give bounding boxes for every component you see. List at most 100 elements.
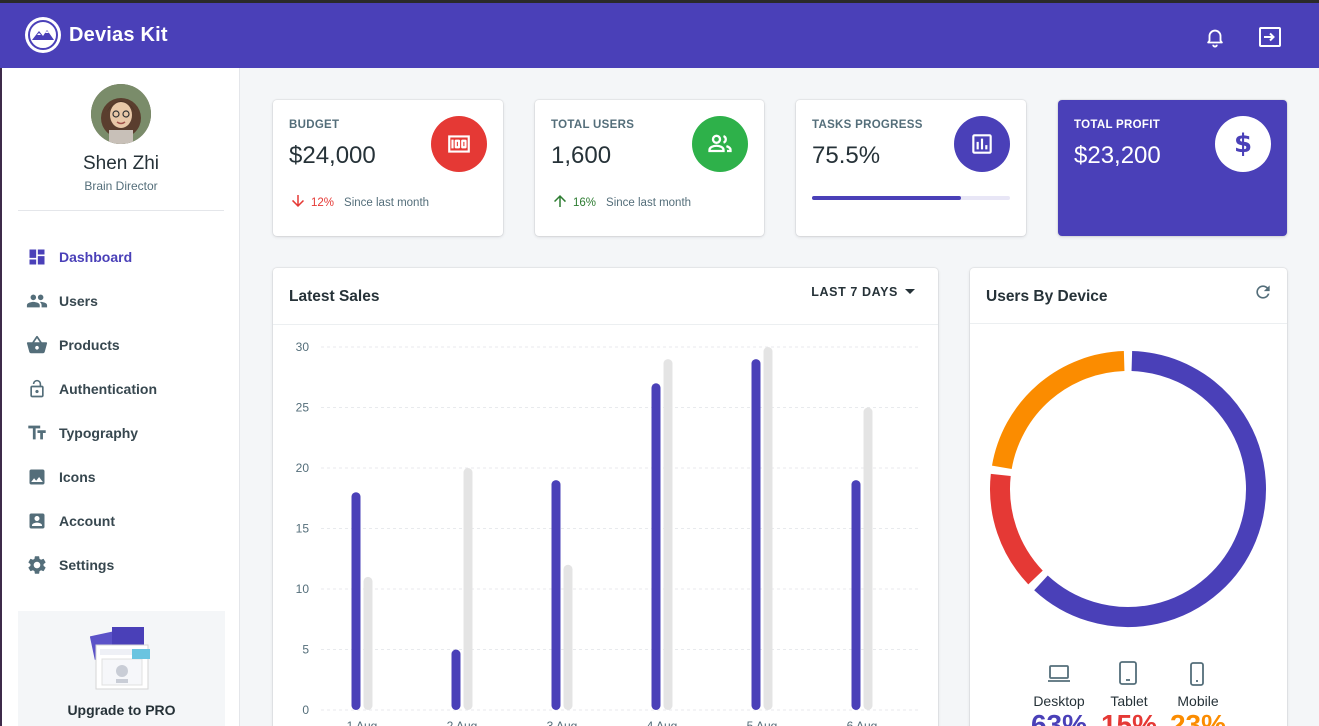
x-tick-label: 3 Aug [547,719,578,726]
basket-icon [26,334,48,356]
sidebar-item-label: Icons [59,469,96,485]
sidebar-item-users[interactable]: Users [26,289,98,313]
arrow-down-icon [289,192,307,213]
latest-sales-title: Latest Sales [289,288,380,305]
sidebar-item-label: Dashboard [59,249,133,265]
refresh-icon[interactable] [1253,282,1273,302]
sidebar-item-label: Authentication [59,381,157,397]
y-tick-label: 15 [296,522,310,536]
donut-slice-tablet[interactable] [990,473,1043,585]
total-profit-value: $23,200 [1074,142,1161,169]
legend-tablet-label: Tablet [1110,693,1148,709]
x-tick-label: 1 Aug [347,719,378,726]
total-users-card: TOTAL USERS 1,600 16% Since last month [535,100,764,236]
mobile-icon [1189,662,1205,686]
total-users-delta-pct: 16% [573,196,597,209]
people-outline-icon [692,116,748,172]
bar-this-year[interactable] [751,359,761,710]
sidebar-item-authentication[interactable]: Authentication [26,377,157,401]
legend-tablet-pct: 15% [1100,709,1158,726]
sidebar-item-label: Settings [59,557,115,573]
budget-title: BUDGET [289,119,340,131]
sidebar-item-settings[interactable]: Settings [26,553,114,577]
total-profit-card: TOTAL PROFIT $23,200 $ [1058,100,1287,236]
upgrade-pro-panel: Upgrade to PRO [18,611,225,726]
tasks-progress-value: 75.5% [812,142,881,169]
bar-last-year[interactable] [663,359,673,710]
y-tick-label: 0 [302,703,309,717]
bell-icon[interactable] [1203,25,1227,49]
y-tick-label: 5 [302,643,309,657]
bar-last-year[interactable] [863,407,873,711]
image-icon [26,466,48,488]
logo-icon[interactable] [25,17,61,53]
total-users-delta-caption: Since last month [606,196,692,209]
budget-card: BUDGET $24,000 12% Since last month [273,100,503,236]
user-role: Brain Director [84,179,158,193]
sidebar-item-icons[interactable]: Icons [26,465,96,489]
y-tick-label: 10 [296,582,310,596]
sidebar-item-label: Account [59,513,115,529]
y-tick-label: 25 [296,401,310,415]
bar-last-year[interactable] [363,576,373,710]
bar-this-year[interactable] [351,492,361,710]
total-users-delta: 16% Since last month [551,192,691,213]
people-icon [26,290,48,312]
user-name: Shen Zhi [82,153,160,174]
donut-slice-mobile[interactable] [991,351,1125,470]
total-profit-title: TOTAL PROFIT [1074,119,1161,131]
lock-icon [26,378,48,400]
total-users-title: TOTAL USERS [551,119,635,131]
legend-mobile-pct: 23% [1169,709,1227,726]
users-by-device-header: Users By Device [970,268,1287,324]
sidebar-item-typography[interactable]: Typography [26,421,138,445]
x-tick-label: 6 Aug [847,719,878,726]
top-app-bar: Devias Kit [0,0,1319,68]
legend-mobile-label: Mobile [1177,693,1219,709]
bar-this-year[interactable] [551,480,561,710]
donut-slice-desktop[interactable] [1034,351,1266,627]
caret-down-icon [904,288,916,296]
money-icon [431,116,487,172]
bar-this-year[interactable] [851,480,861,710]
divider [18,210,224,211]
upgrade-pro-label[interactable]: Upgrade to PRO [67,702,176,718]
sidebar-item-dashboard[interactable]: Dashboard [26,245,132,269]
budget-delta: 12% Since last month [289,192,429,213]
y-tick-label: 30 [296,340,310,354]
x-tick-label: 5 Aug [747,719,778,726]
date-range-button[interactable]: LAST 7 DAYS [811,285,916,299]
latest-sales-chart: 0 5 10 15 20 25 30 1 Aug 2 Aug 3 Aug 4 Aug 5 Aug 6 A… [296,340,918,726]
users-by-device-title: Users By Device [986,288,1108,305]
bar-last-year[interactable] [463,468,473,710]
legend-desktop-pct: 63% [1030,709,1088,726]
sign-out-icon[interactable] [1258,25,1282,49]
bar-this-year[interactable] [651,383,661,710]
sidebar-item-label: Typography [59,425,139,441]
total-users-value: 1,600 [551,142,612,169]
avatar[interactable] [91,84,151,144]
bar-this-year[interactable] [451,649,461,711]
tasks-progress-title: TASKS PROGRESS [812,119,923,131]
sidebar: Shen Zhi Brain Director Dashboard Users … [0,68,240,726]
x-tick-label: 4 Aug [647,719,678,726]
arrow-up-icon [551,192,569,213]
budget-value: $24,000 [289,142,376,169]
tasks-progress-fill [812,196,962,200]
users-by-device-card: Users By Device Desktop Tablet Mobile 63… [970,268,1287,726]
sidebar-item-label: Users [59,293,98,309]
sidebar-item-account[interactable]: Account [26,509,115,533]
bar-last-year[interactable] [763,347,773,710]
dashboard-icon [26,246,48,268]
sidebar-item-products[interactable]: Products [26,333,120,357]
bar-chart-icon [954,116,1010,172]
dollar-icon: $ [1215,116,1271,172]
sidebar-item-label: Products [59,337,120,353]
y-tick-label: 20 [296,461,310,475]
tasks-progress-bar [812,196,1010,200]
brand-name[interactable]: Devias Kit [69,24,168,46]
budget-delta-pct: 12% [311,196,335,209]
tablet-icon [1118,661,1138,685]
bar-last-year[interactable] [563,564,573,710]
latest-sales-header: Latest Sales LAST 7 DAYS [273,268,938,325]
